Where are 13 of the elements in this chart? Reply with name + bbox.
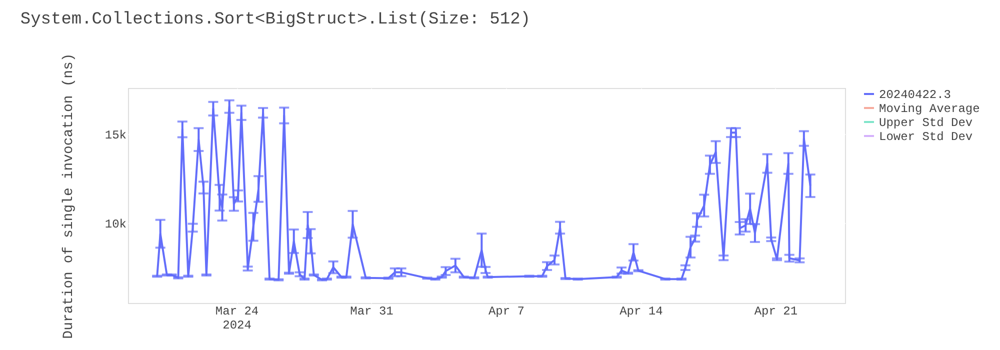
chart-title: System.Collections.Sort<BigStruct>.List(Size: 512) [20,10,530,30]
x-tick-label: Mar 24 2024 [215,304,259,332]
x-tick-label: Mar 31 [350,304,394,318]
y-tick-label: 10k [104,218,126,232]
x-tick-label: Apr 7 [488,304,524,318]
y-tick-label: 15k [104,128,126,142]
y-axis-title: Duration of single invocation (ns) [60,53,77,339]
x-tick-label: Apr 14 [620,304,663,318]
x-tick-label: Apr 21 [754,304,798,318]
legend-label: Moving Average [879,102,980,116]
legend-label: Lower Std Dev [879,130,973,144]
legend-label: 20240422.3 [879,88,952,102]
legend-label: Upper Std Dev [879,116,973,130]
